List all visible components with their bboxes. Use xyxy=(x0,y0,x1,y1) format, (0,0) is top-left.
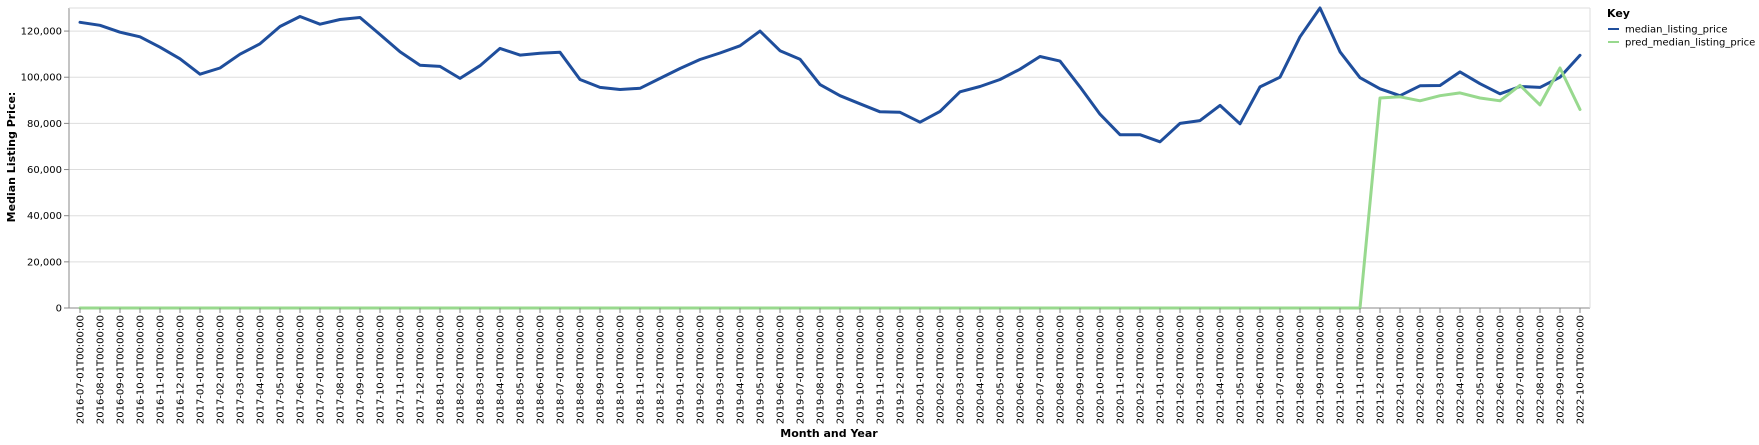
x-tick-label: 2017-10-01T00:00:00 xyxy=(376,315,387,424)
x-tick-label: 2020-10-01T00:00:00 xyxy=(1096,315,1107,424)
x-tick-label: 2017-05-01T00:00:00 xyxy=(276,315,287,424)
x-tick-label: 2019-10-01T00:00:00 xyxy=(856,315,867,424)
x-tick-label: 2021-01-01T00:00:00 xyxy=(1156,315,1167,424)
x-tick-label: 2022-06-01T00:00:00 xyxy=(1496,315,1507,424)
x-tick-label: 2022-01-01T00:00:00 xyxy=(1396,315,1407,424)
x-tick-label: 2022-10-01T00:00:00 xyxy=(1576,315,1587,424)
x-tick-label: 2022-09-01T00:00:00 xyxy=(1556,315,1567,424)
x-tick-label: 2018-12-01T00:00:00 xyxy=(656,315,667,424)
y-tick-label: 20,000 xyxy=(27,257,62,268)
x-tick-label: 2018-05-01T00:00:00 xyxy=(516,315,527,424)
x-tick-label: 2019-02-01T00:00:00 xyxy=(696,315,707,424)
x-tick-label: 2018-04-01T00:00:00 xyxy=(496,315,507,424)
legend: Key median_listing_price pred_median_list… xyxy=(1607,7,1755,49)
x-tick-label: 2022-05-01T00:00:00 xyxy=(1476,315,1487,424)
x-tick-label: 2021-06-01T00:00:00 xyxy=(1256,315,1267,424)
x-tick-label: 2019-07-01T00:00:00 xyxy=(796,315,807,424)
x-tick-label: 2018-02-01T00:00:00 xyxy=(456,315,467,424)
x-tick-label: 2020-12-01T00:00:00 xyxy=(1136,315,1147,424)
x-tick-label: 2021-12-01T00:00:00 xyxy=(1376,315,1387,424)
x-tick-label: 2020-08-01T00:00:00 xyxy=(1056,315,1067,424)
legend-label: median_listing_price xyxy=(1625,25,1728,36)
x-tick-label: 2018-09-01T00:00:00 xyxy=(596,315,607,424)
x-tick-label: 2017-08-01T00:00:00 xyxy=(336,315,347,424)
x-tick-label: 2021-10-01T00:00:00 xyxy=(1336,315,1347,424)
x-tick-label: 2020-09-01T00:00:00 xyxy=(1076,315,1087,424)
x-tick-label: 2019-12-01T00:00:00 xyxy=(896,315,907,424)
x-tick-label: 2017-07-01T00:00:00 xyxy=(316,315,327,424)
x-tick-label: 2022-02-01T00:00:00 xyxy=(1416,315,1427,424)
y-tick-label: 0 xyxy=(56,304,62,315)
x-tick-label: 2022-04-01T00:00:00 xyxy=(1456,315,1467,424)
x-tick-label: 2021-05-01T00:00:00 xyxy=(1236,315,1247,424)
x-tick-label: 2018-11-01T00:00:00 xyxy=(636,315,647,424)
x-tick-label: 2017-04-01T00:00:00 xyxy=(256,315,267,424)
x-tick-label: 2019-01-01T00:00:00 xyxy=(676,315,687,424)
x-tick-label: 2016-07-01T00:00:00 xyxy=(76,315,87,424)
x-tick-label: 2019-11-01T00:00:00 xyxy=(876,315,887,424)
x-tick-label: 2021-04-01T00:00:00 xyxy=(1216,315,1227,424)
x-tick-label: 2021-03-01T00:00:00 xyxy=(1196,315,1207,424)
x-tick-label: 2020-02-01T00:00:00 xyxy=(936,315,947,424)
x-tick-label: 2016-08-01T00:00:00 xyxy=(96,315,107,424)
x-tick-label: 2020-11-01T00:00:00 xyxy=(1116,315,1127,424)
y-tick-label: 60,000 xyxy=(27,165,62,176)
x-tick-label: 2018-03-01T00:00:00 xyxy=(476,315,487,424)
x-axis: 2016-07-01T00:00:00 2016-08-01T00:00:00 20… xyxy=(76,308,1587,424)
x-tick-label: 2021-11-01T00:00:00 xyxy=(1356,315,1367,424)
x-tick-label: 2021-08-01T00:00:00 xyxy=(1296,315,1307,424)
x-tick-label: 2018-01-01T00:00:00 xyxy=(436,315,447,424)
x-tick-label: 2016-09-01T00:00:00 xyxy=(116,315,127,424)
y-tick-label: 80,000 xyxy=(27,119,62,130)
x-tick-label: 2019-08-01T00:00:00 xyxy=(816,315,827,424)
x-tick-label: 2021-09-01T00:00:00 xyxy=(1316,315,1327,424)
x-tick-label: 2019-03-01T00:00:00 xyxy=(716,315,727,424)
x-tick-label: 2017-03-01T00:00:00 xyxy=(236,315,247,424)
x-tick-label: 2018-06-01T00:00:00 xyxy=(536,315,547,424)
x-tick-label: 2017-01-01T00:00:00 xyxy=(196,315,207,424)
series-line-median-listing-price xyxy=(78,6,1582,144)
x-tick-label: 2020-07-01T00:00:00 xyxy=(1036,315,1047,424)
x-tick-label: 2022-03-01T00:00:00 xyxy=(1436,315,1447,424)
x-tick-label: 2018-07-01T00:00:00 xyxy=(556,315,567,424)
x-tick-label: 2016-12-01T00:00:00 xyxy=(176,315,187,424)
y-tick-label: 100,000 xyxy=(21,73,62,84)
x-tick-label: 2018-10-01T00:00:00 xyxy=(616,315,627,424)
x-tick-label: 2016-10-01T00:00:00 xyxy=(136,315,147,424)
legend-title: Key xyxy=(1607,7,1630,20)
x-tick-label: 2019-04-01T00:00:00 xyxy=(736,315,747,424)
x-tick-label: 2021-02-01T00:00:00 xyxy=(1176,315,1187,424)
plot-frame xyxy=(68,7,1591,309)
legend-label: pred_median_listing_price xyxy=(1625,38,1755,49)
x-tick-label: 2019-05-01T00:00:00 xyxy=(756,315,767,424)
x-tick-label: 2019-09-01T00:00:00 xyxy=(836,315,847,424)
x-tick-label: 2020-05-01T00:00:00 xyxy=(996,315,1007,424)
series-lines xyxy=(78,6,1582,310)
x-tick-label: 2022-07-01T00:00:00 xyxy=(1516,315,1527,424)
x-tick-label: 2018-08-01T00:00:00 xyxy=(576,315,587,424)
x-tick-label: 2020-06-01T00:00:00 xyxy=(1016,315,1027,424)
x-tick-label: 2017-11-01T00:00:00 xyxy=(396,315,407,424)
x-tick-label: 2020-03-01T00:00:00 xyxy=(956,315,967,424)
x-tick-label: 2017-12-01T00:00:00 xyxy=(416,315,427,424)
x-tick-label: 2022-08-01T00:00:00 xyxy=(1536,315,1547,424)
x-tick-label: 2017-02-01T00:00:00 xyxy=(216,315,227,424)
y-tick-label: 120,000 xyxy=(21,27,62,38)
x-tick-label: 2017-09-01T00:00:00 xyxy=(356,315,367,424)
x-tick-label: 2020-04-01T00:00:00 xyxy=(976,315,987,424)
x-tick-label: 2019-06-01T00:00:00 xyxy=(776,315,787,424)
x-tick-label: 2020-01-01T00:00:00 xyxy=(916,315,927,424)
x-tick-label: 2021-07-01T00:00:00 xyxy=(1276,315,1287,424)
series-line-pred-median-listing-price xyxy=(78,66,1582,310)
y-axis: 0 20,000 40,000 60,000 80,000 100,000 120,000 xyxy=(21,27,69,315)
gridlines xyxy=(69,30,1590,309)
x-tick-label: 2017-06-01T00:00:00 xyxy=(296,315,307,424)
y-axis-title: Median Listing Price: xyxy=(5,92,18,223)
x-tick-label: 2016-11-01T00:00:00 xyxy=(156,315,167,424)
x-axis-title: Month and Year xyxy=(780,427,878,440)
y-tick-label: 40,000 xyxy=(27,211,62,222)
